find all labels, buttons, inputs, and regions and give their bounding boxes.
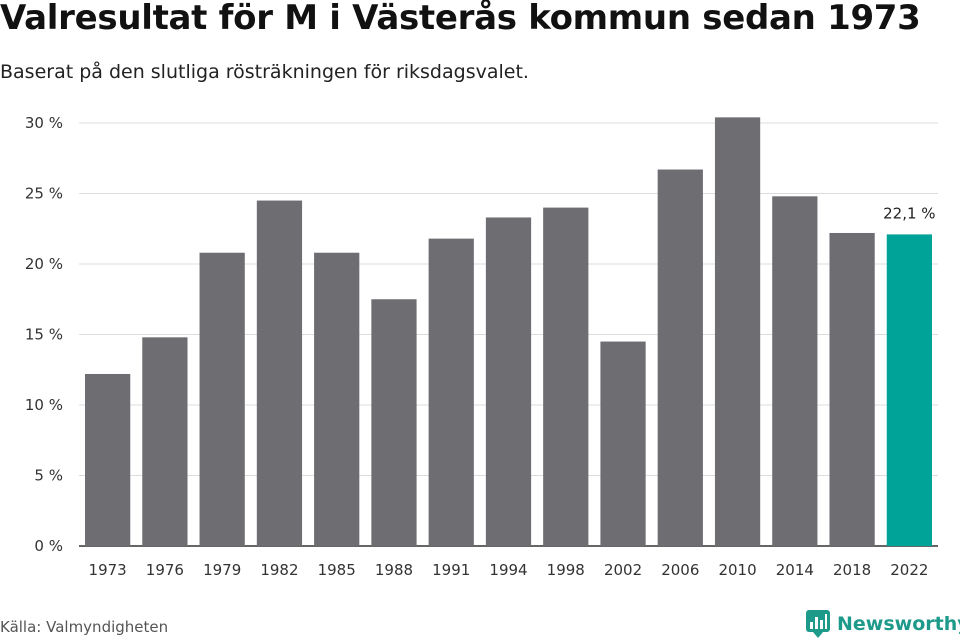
bar-1979 <box>199 252 245 546</box>
x-tick-label: 2014 <box>776 561 814 579</box>
chart-title: Valresultat för M i Västerås kommun seda… <box>0 0 921 38</box>
newsworthy-logo[interactable]: Newsworthy <box>805 609 960 639</box>
x-tick-label: 1976 <box>146 561 184 579</box>
bars <box>85 117 932 547</box>
bar-1973 <box>85 373 131 546</box>
bar-1985 <box>314 252 360 546</box>
bar-2022 <box>886 234 932 546</box>
x-tick-label: 2018 <box>833 561 871 579</box>
bar-1976 <box>142 337 188 546</box>
bar-1988 <box>371 299 417 546</box>
source-note: Källa: Valmyndigheten <box>0 618 169 636</box>
y-tick-label: 0 % <box>34 537 63 555</box>
y-axis-ticks: 0 % 5 % 10 % 15 % 20 % 25 % 30 % <box>25 114 63 555</box>
brand-name: Newsworthy <box>837 613 960 635</box>
chart-subtitle: Baserat på den slutliga rösträkningen fö… <box>0 61 529 83</box>
y-tick-label: 10 % <box>25 396 63 414</box>
bar-2002 <box>600 341 646 546</box>
x-tick-label: 1979 <box>203 561 241 579</box>
bar-1994 <box>485 217 532 546</box>
x-tick-label: 1994 <box>489 561 527 579</box>
data-label-2022: 22,1 % <box>883 204 935 222</box>
annotations: 22,1 % <box>883 204 935 222</box>
x-tick-label: 1998 <box>547 561 585 579</box>
bar-1982 <box>256 200 303 547</box>
x-tick-label: 2022 <box>890 561 928 579</box>
y-tick-label: 15 % <box>25 326 63 344</box>
y-tick-label: 20 % <box>25 255 63 273</box>
y-tick-label: 5 % <box>34 467 63 485</box>
x-tick-label: 1991 <box>432 561 470 579</box>
bar-2010 <box>714 117 761 547</box>
x-tick-label: 2010 <box>718 561 756 579</box>
bar-2006 <box>657 169 703 546</box>
x-tick-label: 2006 <box>661 561 699 579</box>
bar-1991 <box>428 238 474 546</box>
bar-2018 <box>829 232 875 547</box>
bar-1998 <box>543 207 589 546</box>
x-tick-label: 1988 <box>375 561 413 579</box>
x-tick-label: 2002 <box>604 561 642 579</box>
y-tick-label: 25 % <box>25 185 63 203</box>
x-tick-label: 1982 <box>260 561 298 579</box>
x-axis-ticks: 1973 1976 1979 1982 1985 1988 1991 1994 1998 2002… <box>89 561 929 579</box>
y-tick-label: 30 % <box>25 114 63 132</box>
bar-2014 <box>772 196 818 546</box>
x-tick-label: 1973 <box>89 561 127 579</box>
newsworthy-logo-icon <box>806 610 830 638</box>
x-tick-label: 1985 <box>318 561 356 579</box>
